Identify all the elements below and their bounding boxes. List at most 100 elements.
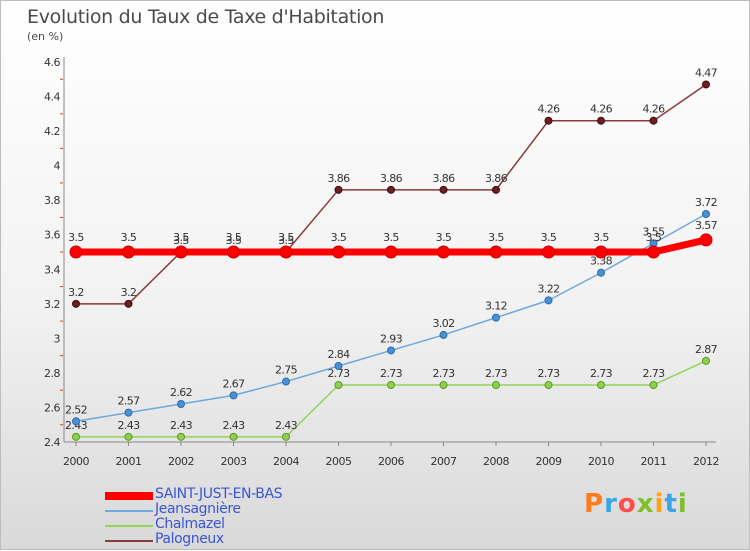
x-tick-label: 2009 <box>536 455 562 468</box>
logo-letter: x <box>636 489 655 519</box>
x-tick-label: 2007 <box>431 455 457 468</box>
data-label-jeansagni-re: 2.93 <box>380 332 403 345</box>
data-label-palogneux: 4.26 <box>642 103 665 116</box>
logo-letter: P <box>584 489 605 519</box>
legend-item: SAINT-JUST-EN-BAS <box>105 486 365 504</box>
data-label-palogneux: 4.47 <box>695 66 718 79</box>
data-label-chalmazel: 2.43 <box>170 419 193 432</box>
data-label-saint-just-en-bas: 3.5 <box>436 231 452 244</box>
series-line-palogneux <box>76 83 707 305</box>
x-tick-label: 2011 <box>641 455 667 468</box>
data-point-chalmazel <box>597 381 605 389</box>
data-label-palogneux: 3.86 <box>432 172 455 185</box>
chart-title: Evolution du Taux de Taxe d'Habitation <box>27 6 385 28</box>
data-label-palogneux: 3.5 <box>226 234 242 247</box>
legend-item: Chalmazel <box>105 516 365 534</box>
data-point-jeansagni-re <box>177 400 185 408</box>
data-point-jeansagni-re <box>702 210 710 218</box>
y-tick-label: 3.4 <box>44 263 60 276</box>
data-label-saint-just-en-bas: 3.5 <box>646 231 662 244</box>
data-point-saint-just-en-bas <box>122 245 135 259</box>
legend-label: SAINT-JUST-EN-BAS <box>155 486 283 502</box>
data-label-jeansagni-re: 2.75 <box>275 364 298 377</box>
data-label-saint-just-en-bas: 3.5 <box>173 231 189 244</box>
data-point-saint-just-en-bas <box>489 245 503 259</box>
data-point-palogneux <box>72 299 80 308</box>
data-label-jeansagni-re: 3.55 <box>642 225 665 238</box>
data-point-palogneux <box>124 299 133 308</box>
data-label-jeansagni-re: 3.22 <box>537 282 559 295</box>
data-label-palogneux: 3.5 <box>278 234 294 247</box>
data-label-jeansagni-re: 3.02 <box>432 317 454 330</box>
data-label-jeansagni-re: 2.52 <box>65 403 87 416</box>
data-label-chalmazel: 2.73 <box>485 367 508 380</box>
data-point-jeansagni-re <box>72 417 80 426</box>
logo-letter: i <box>677 489 688 519</box>
data-point-palogneux <box>649 116 658 125</box>
y-tick-label: 3 <box>54 332 61 345</box>
x-tick-label: 2012 <box>693 455 719 468</box>
data-point-saint-just-en-bas <box>279 245 293 259</box>
data-label-saint-just-en-bas: 3.5 <box>541 231 557 244</box>
legend-swatch <box>105 525 153 527</box>
data-point-jeansagni-re <box>439 330 448 339</box>
data-label-palogneux: 3.86 <box>327 172 350 185</box>
data-label-saint-just-en-bas: 3.5 <box>331 231 347 244</box>
data-label-jeansagni-re: 2.67 <box>222 377 245 390</box>
legend-swatch <box>105 540 153 542</box>
data-label-chalmazel: 2.73 <box>590 367 613 380</box>
data-point-saint-just-en-bas <box>332 245 345 259</box>
y-tick-label: 4.2 <box>44 125 60 138</box>
data-label-chalmazel: 2.43 <box>222 419 245 432</box>
data-point-palogneux <box>387 185 395 194</box>
data-label-palogneux: 3.2 <box>121 286 137 299</box>
y-tick-label: 2.6 <box>44 401 60 414</box>
data-label-palogneux: 4.26 <box>537 103 560 116</box>
y-tick-label: 4.6 <box>44 56 60 69</box>
data-label-saint-just-en-bas: 3.57 <box>695 219 718 232</box>
chart-subtitle: (en %) <box>27 30 64 43</box>
data-point-palogneux <box>492 185 500 194</box>
data-point-saint-just-en-bas <box>69 245 83 259</box>
data-point-saint-just-en-bas <box>437 245 450 259</box>
y-tick-label: 3.2 <box>44 298 60 311</box>
y-tick-label: 2.8 <box>44 367 60 380</box>
data-point-chalmazel <box>124 432 133 441</box>
data-label-jeansagni-re: 2.84 <box>327 348 350 361</box>
data-label-chalmazel: 2.43 <box>275 419 298 432</box>
x-tick-label: 2002 <box>168 455 194 468</box>
data-label-chalmazel: 2.73 <box>327 367 350 380</box>
data-point-saint-just-en-bas <box>699 233 713 247</box>
data-label-jeansagni-re: 3.12 <box>485 300 507 313</box>
data-label-chalmazel: 2.73 <box>642 367 665 380</box>
x-tick-label: 2004 <box>273 455 299 468</box>
data-label-chalmazel: 2.73 <box>537 367 560 380</box>
data-label-chalmazel: 2.73 <box>432 367 455 380</box>
data-label-jeansagni-re: 3.38 <box>590 255 613 268</box>
data-label-palogneux: 3.2 <box>68 286 84 299</box>
legend-label: Chalmazel <box>155 516 225 532</box>
x-tick-label: 2005 <box>326 455 352 468</box>
y-tick-label: 3.6 <box>44 229 60 242</box>
data-point-jeansagni-re <box>492 313 500 322</box>
data-label-palogneux: 3.86 <box>380 172 403 185</box>
data-point-jeansagni-re <box>544 296 553 305</box>
logo-letter: r <box>604 489 618 519</box>
logo-letter: t <box>664 489 678 519</box>
data-point-saint-just-en-bas <box>647 245 660 259</box>
legend-item: Palogneux <box>105 531 365 549</box>
data-point-saint-just-en-bas <box>384 245 398 259</box>
legend-label: Jeansagnière <box>155 501 241 517</box>
data-point-chalmazel <box>72 432 80 441</box>
data-label-saint-just-en-bas: 3.5 <box>121 231 137 244</box>
data-point-chalmazel <box>702 356 710 365</box>
y-tick-label: 4.4 <box>44 91 60 104</box>
data-point-chalmazel <box>177 432 185 441</box>
data-label-palogneux: 3.86 <box>485 172 508 185</box>
data-point-chalmazel <box>439 381 448 389</box>
data-label-chalmazel: 2.43 <box>117 419 140 432</box>
data-point-chalmazel <box>387 381 395 389</box>
data-label-palogneux: 4.26 <box>590 103 613 116</box>
